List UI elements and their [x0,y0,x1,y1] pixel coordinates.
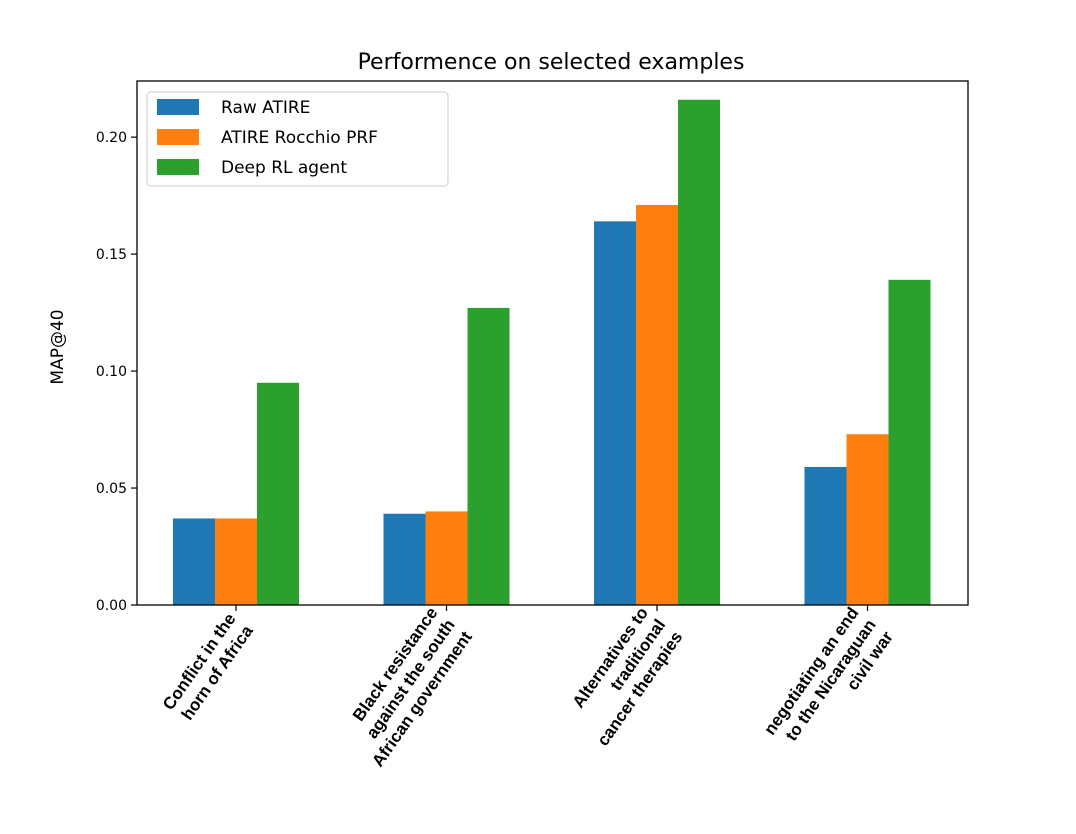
chart-title: Performence on selected examples [358,50,745,75]
bar-atire-rocchio-prf-2 [636,204,678,605]
legend-label: Raw ATIRE [221,98,310,118]
legend: Raw ATIRE ATIRE Rocchio PRF Deep RL agent [146,91,449,187]
bar-atire-rocchio-prf-3 [846,434,889,605]
bar-raw-atire-1 [383,513,426,605]
bar-deep-rl-agent-1 [467,307,510,605]
bar-raw-atire-0 [173,518,215,605]
y-tick-label: 0.00 [96,598,127,614]
legend-swatch [157,159,199,175]
bars-layer [173,99,931,605]
bar-raw-atire-2 [594,221,636,605]
y-tick-label: 0.05 [96,481,127,497]
bar-deep-rl-agent-0 [257,382,299,605]
legend-swatch [157,99,199,115]
bar-atire-rocchio-prf-1 [425,511,468,605]
bar-raw-atire-3 [804,466,847,605]
legend-box [146,91,449,187]
y-axis-label: MAP@40 [48,309,68,384]
bar-deep-rl-agent-3 [888,279,931,605]
y-tick-label: 0.10 [96,364,127,380]
plot-frame [136,80,969,606]
y-tick-label: 0.20 [96,130,127,146]
bar-deep-rl-agent-2 [678,99,720,605]
bar-atire-rocchio-prf-0 [215,518,257,605]
legend-label: Deep RL agent [221,158,347,178]
legend-label: ATIRE Rocchio PRF [221,128,378,148]
legend-swatch [157,129,199,145]
y-tick-label: 0.15 [96,247,127,263]
